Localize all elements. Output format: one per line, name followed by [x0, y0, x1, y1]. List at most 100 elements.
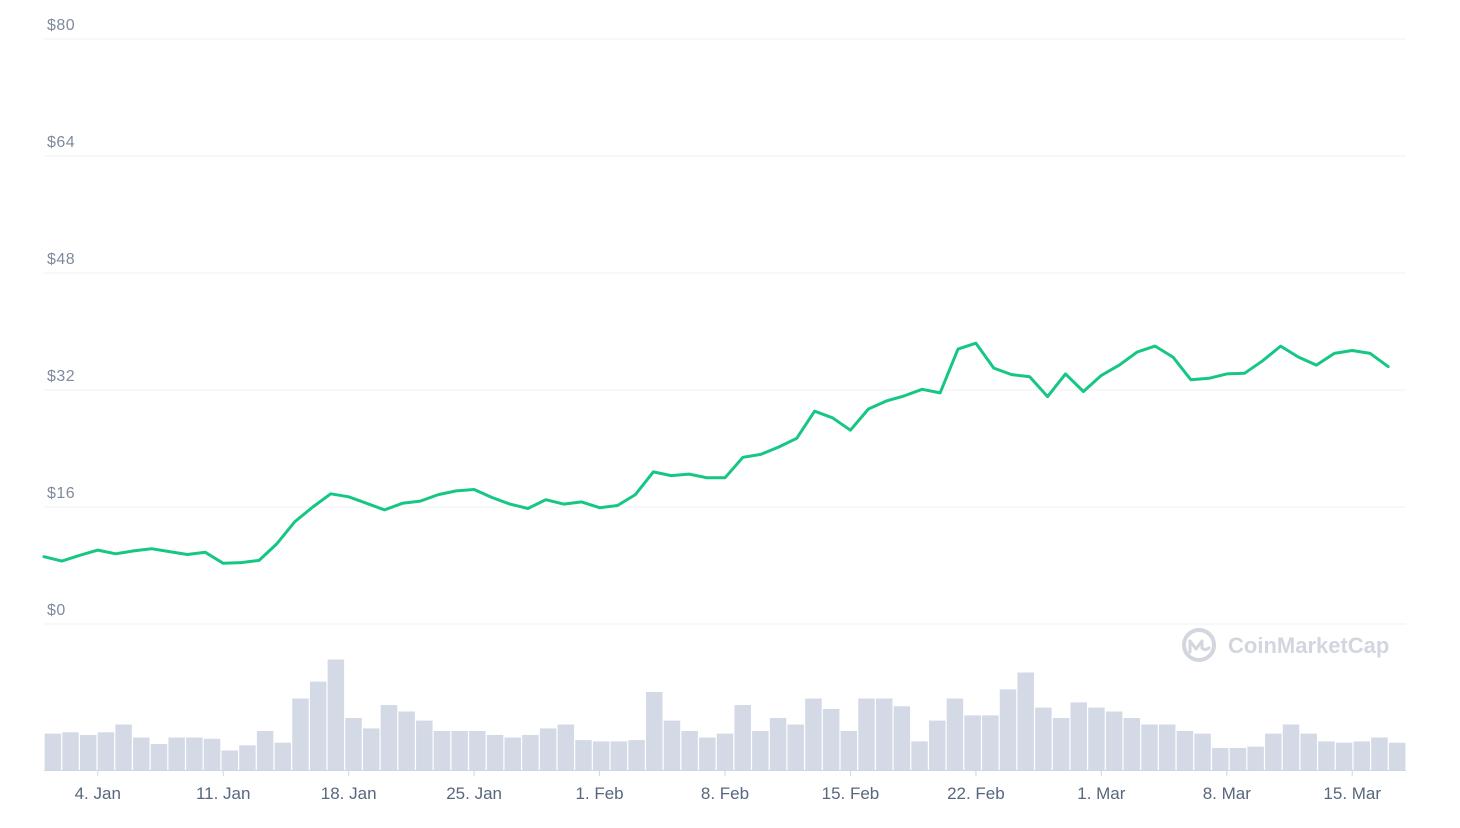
volume-bar: [999, 689, 1017, 770]
volume-bar: [1070, 702, 1088, 770]
volume-bar: [1141, 724, 1158, 770]
volume-bar: [186, 737, 203, 770]
volume-bar: [345, 718, 362, 770]
volume-bar: [1052, 718, 1070, 770]
volume-bar: [734, 705, 751, 770]
volume-bar: [1158, 724, 1176, 770]
volume-bar: [628, 740, 645, 770]
volume-bar: [486, 734, 504, 770]
volume-bar: [274, 742, 292, 770]
volume-bar: [1176, 731, 1194, 770]
volume-bar: [380, 705, 398, 770]
x-tick-label: 1. Feb: [575, 784, 623, 803]
volume-bar: [716, 733, 734, 770]
volume-bar: [699, 737, 716, 770]
volume-bar: [769, 718, 787, 770]
x-tick-label: 8. Mar: [1203, 784, 1252, 803]
x-tick-label: 1. Mar: [1077, 784, 1126, 803]
volume-bar: [822, 708, 840, 770]
volume-bar: [681, 731, 698, 770]
volume-bar: [1017, 672, 1034, 770]
volume-bar: [1194, 733, 1211, 770]
volume-bar: [840, 731, 858, 770]
volume-bar: [1212, 747, 1229, 770]
y-tick-label: $80: [47, 17, 75, 34]
volume-bar: [929, 720, 946, 770]
coinmarketcap-watermark: CoinMarketCap: [1182, 628, 1389, 662]
volume-bar: [911, 741, 928, 770]
x-axis-ticks: 4. Jan 11. Jan 18. Jan 25. Jan 1. Feb 8. Feb 1…: [75, 770, 1381, 803]
x-tick-label: 15. Mar: [1323, 784, 1381, 803]
volume-bar: [575, 740, 592, 770]
volume-bar: [451, 731, 468, 770]
y-tick-label: $48: [47, 251, 75, 268]
volume-bar: [1371, 737, 1388, 770]
x-tick-label: 8. Feb: [701, 784, 749, 803]
volume-bar: [1123, 718, 1141, 770]
volume-bar: [168, 737, 185, 770]
volume-bar: [610, 741, 628, 770]
volume-bar: [416, 720, 433, 770]
volume-bar: [1300, 733, 1317, 770]
volume-bar: [327, 659, 345, 770]
volume-bar: [805, 698, 822, 770]
volume-bar: [309, 681, 327, 770]
x-tick-label: 18. Jan: [321, 784, 377, 803]
volume-bar: [221, 750, 238, 770]
price-line: [42, 341, 1390, 565]
volume-bar: [133, 737, 150, 770]
volume-bar: [1388, 742, 1406, 770]
volume-bar: [557, 724, 575, 770]
volume-bar: [982, 715, 999, 770]
volume-bar: [1353, 741, 1371, 770]
y-tick-label: $16: [47, 485, 75, 502]
volume-bar: [1088, 707, 1105, 770]
volume-bar: [1035, 707, 1052, 770]
volume-bar: [539, 728, 557, 770]
x-tick-label: 25. Jan: [446, 784, 502, 803]
volume-bar: [1105, 711, 1123, 770]
volume-bar: [1265, 733, 1282, 770]
x-tick-label: 4. Jan: [75, 784, 121, 803]
grid-lines: [44, 38, 1406, 771]
volume-bar: [97, 732, 115, 770]
volume-bar: [646, 692, 663, 770]
watermark-text: CoinMarketCap: [1228, 633, 1389, 658]
volume-bar: [79, 734, 97, 770]
volume-bar: [875, 698, 893, 770]
y-axis-ticks: $0 $16 $32 $48 $64 $80: [47, 17, 75, 619]
volume-bars: [44, 659, 1406, 770]
volume-bar: [203, 738, 221, 770]
y-tick-label: $0: [47, 602, 66, 619]
volume-bar: [1282, 724, 1300, 770]
volume-bar: [256, 731, 274, 770]
volume-bar: [592, 741, 610, 770]
x-tick-label: 11. Jan: [196, 784, 251, 803]
volume-bar: [292, 698, 309, 770]
volume-bar: [663, 720, 681, 770]
x-tick-label: 22. Feb: [947, 784, 1005, 803]
volume-bar: [504, 737, 521, 770]
volume-bar: [1335, 742, 1353, 770]
volume-bar: [44, 733, 62, 770]
volume-bar: [469, 731, 486, 770]
volume-bar: [362, 728, 380, 770]
volume-bar: [522, 734, 539, 770]
volume-bar: [398, 711, 415, 770]
price-series: [42, 341, 1390, 565]
volume-bar: [858, 698, 875, 770]
volume-bar: [1229, 747, 1247, 770]
volume-bar: [787, 724, 804, 770]
y-tick-label: $64: [47, 134, 75, 151]
volume-bar: [62, 732, 79, 770]
volume-bar: [964, 715, 981, 770]
volume-bar: [1247, 746, 1264, 770]
volume-bar: [239, 745, 256, 770]
volume-bar: [946, 698, 964, 770]
coinmarketcap-logo-icon: [1182, 628, 1216, 662]
volume-bar: [433, 731, 451, 770]
volume-bar: [893, 706, 911, 770]
x-tick-label: 15. Feb: [822, 784, 880, 803]
volume-bar: [752, 731, 769, 770]
